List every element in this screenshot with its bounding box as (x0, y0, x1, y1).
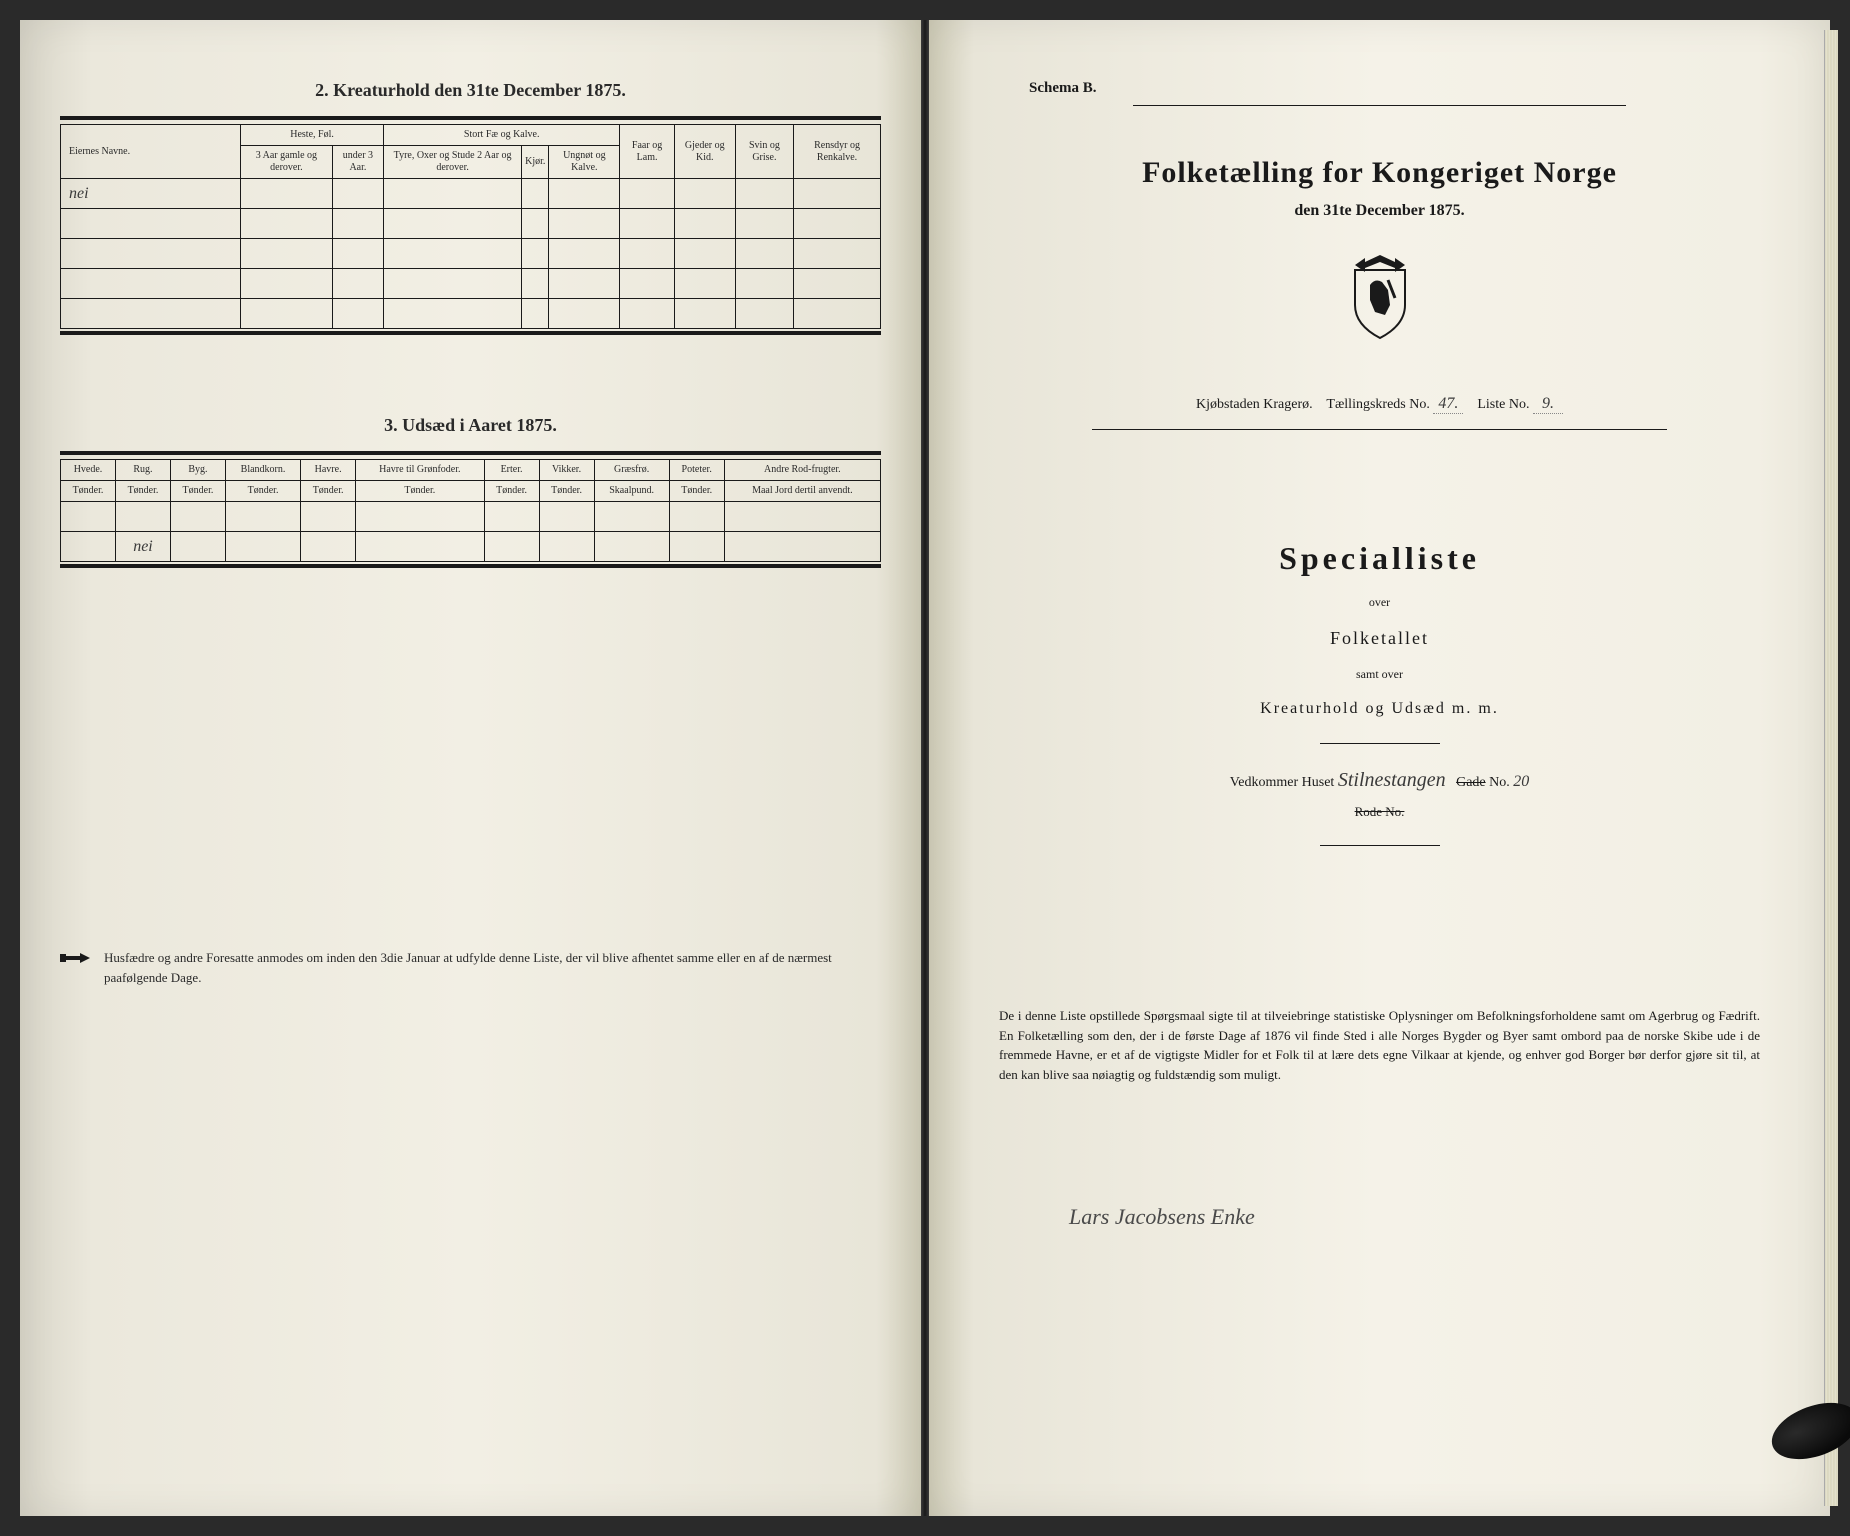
th-andre: Andre Rod-frugter. (724, 460, 880, 481)
table-row (61, 299, 881, 329)
th-heste-a: 3 Aar gamle og derover. (241, 146, 333, 179)
th-havre-gron: Havre til Grønfoder. (356, 460, 484, 481)
th-unit: Tønder. (484, 481, 539, 502)
th-havre: Havre. (301, 460, 356, 481)
th-gjeder: Gjeder og Kid. (674, 125, 735, 179)
book-spine (921, 20, 929, 1516)
loc-liste-label: Liste No. (1477, 397, 1529, 412)
footer-text: Husfædre og andre Foresatte anmodes om i… (104, 948, 881, 987)
rule (60, 451, 881, 455)
th-hvede: Hvede. (61, 460, 116, 481)
th-rug: Rug. (115, 460, 170, 481)
th-heste-b: under 3 Aar. (332, 146, 383, 179)
pointing-hand-icon (60, 948, 92, 968)
left-page: 2. Kreaturhold den 31te December 1875. E… (20, 20, 921, 1516)
vedkommer-label: Vedkommer Huset (1230, 775, 1335, 790)
footer-note: Husfædre og andre Foresatte anmodes om i… (60, 948, 881, 987)
rule (60, 116, 881, 120)
main-title: Folketælling for Kongeriget Norge (969, 156, 1790, 190)
th-unit: Tønder. (115, 481, 170, 502)
book-spread: 2. Kreaturhold den 31te December 1875. E… (20, 20, 1830, 1516)
vedkommer-hand: Stilnestangen (1338, 769, 1446, 791)
rode-label: Rode No. (1355, 804, 1405, 819)
location-line: Kjøbstaden Kragerø. Tællingskreds No. 47… (969, 395, 1790, 414)
special-title: Specialliste (969, 540, 1790, 577)
th-heste-group: Heste, Føl. (241, 125, 384, 146)
table-row (61, 269, 881, 299)
table-kreaturhold: Eiernes Navne. Heste, Føl. Stort Fæ og K… (60, 124, 881, 329)
table-row: nei (61, 179, 881, 209)
right-content: Folketælling for Kongeriget Norge den 31… (969, 105, 1790, 1230)
rule (60, 564, 881, 568)
loc-kreds-label: Tællingskreds No. (1326, 397, 1429, 412)
th-vikker: Vikker. (539, 460, 594, 481)
sub-date: den 31te December 1875. (969, 202, 1790, 220)
bottom-paragraph: De i denne Liste opstillede Spørgsmaal s… (969, 1006, 1790, 1084)
loc-liste-val: 9. (1533, 395, 1563, 414)
table-row: nei (61, 532, 881, 562)
th-byg: Byg. (170, 460, 225, 481)
folketallet: Folketallet (969, 628, 1790, 649)
th-faar: Faar og Lam. (620, 125, 675, 179)
th-unit: Tønder. (539, 481, 594, 502)
divider (1320, 743, 1440, 744)
th-stort-a: Tyre, Oxer og Stude 2 Aar og derover. (384, 146, 522, 179)
bottom-handwritten: Lars Jacobsens Enke (969, 1204, 1790, 1230)
divider (1320, 845, 1440, 846)
table-row (61, 502, 881, 532)
over-text: over (969, 595, 1790, 610)
table-udsaed: Hvede. Rug. Byg. Blandkorn. Havre. Havre… (60, 459, 881, 562)
gade-no-val: 20 (1513, 773, 1529, 790)
schema-label: Schema B. (1029, 80, 1790, 97)
th-unit: Tønder. (356, 481, 484, 502)
gade-label: Gade (1456, 775, 1486, 790)
rule (60, 331, 881, 335)
th-stort-group: Stort Fæ og Kalve. (384, 125, 620, 146)
section3-title: 3. Udsæd i Aaret 1875. (60, 415, 881, 436)
th-unit: Tønder. (61, 481, 116, 502)
right-page: Schema B. Folketælling for Kongeriget No… (929, 20, 1830, 1516)
loc-prefix: Kjøbstaden Kragerø. (1196, 397, 1313, 412)
th-svin: Svin og Grise. (735, 125, 793, 179)
rule (1092, 429, 1667, 430)
handwritten-nei: nei (133, 538, 153, 555)
th-unit: Tønder. (170, 481, 225, 502)
kreatur-text: Kreaturhold og Udsæd m. m. (969, 700, 1790, 718)
samt-text: samt over (969, 667, 1790, 682)
gade-no-label: No. (1489, 775, 1510, 790)
vedkommer-line: Vedkommer Huset Stilnestangen Gade No. 2… (969, 769, 1790, 792)
table-row (61, 239, 881, 269)
section2-title: 2. Kreaturhold den 31te December 1875. (60, 80, 881, 101)
coat-of-arms-icon (1340, 250, 1420, 340)
rule (1133, 105, 1626, 106)
th-graesfro: Græsfrø. (594, 460, 669, 481)
th-unit: Tønder. (225, 481, 300, 502)
th-stort-c: Ungnøt og Kalve. (549, 146, 620, 179)
th-erter: Erter. (484, 460, 539, 481)
th-rensdyr: Rensdyr og Renkalve. (794, 125, 881, 179)
page-edges (1824, 30, 1838, 1506)
th-stort-b: Kjør. (522, 146, 549, 179)
th-unit: Maal Jord dertil anvendt. (724, 481, 880, 502)
th-unit: Tønder. (669, 481, 724, 502)
table-row (61, 209, 881, 239)
th-blandkorn: Blandkorn. (225, 460, 300, 481)
th-unit: Tønder. (301, 481, 356, 502)
handwritten-nei: nei (69, 185, 89, 202)
th-unit: Skaalpund. (594, 481, 669, 502)
th-poteter: Poteter. (669, 460, 724, 481)
rode-line: Rode No. (969, 804, 1790, 820)
th-name: Eiernes Navne. (61, 125, 241, 179)
loc-kreds-val: 47. (1433, 395, 1463, 414)
